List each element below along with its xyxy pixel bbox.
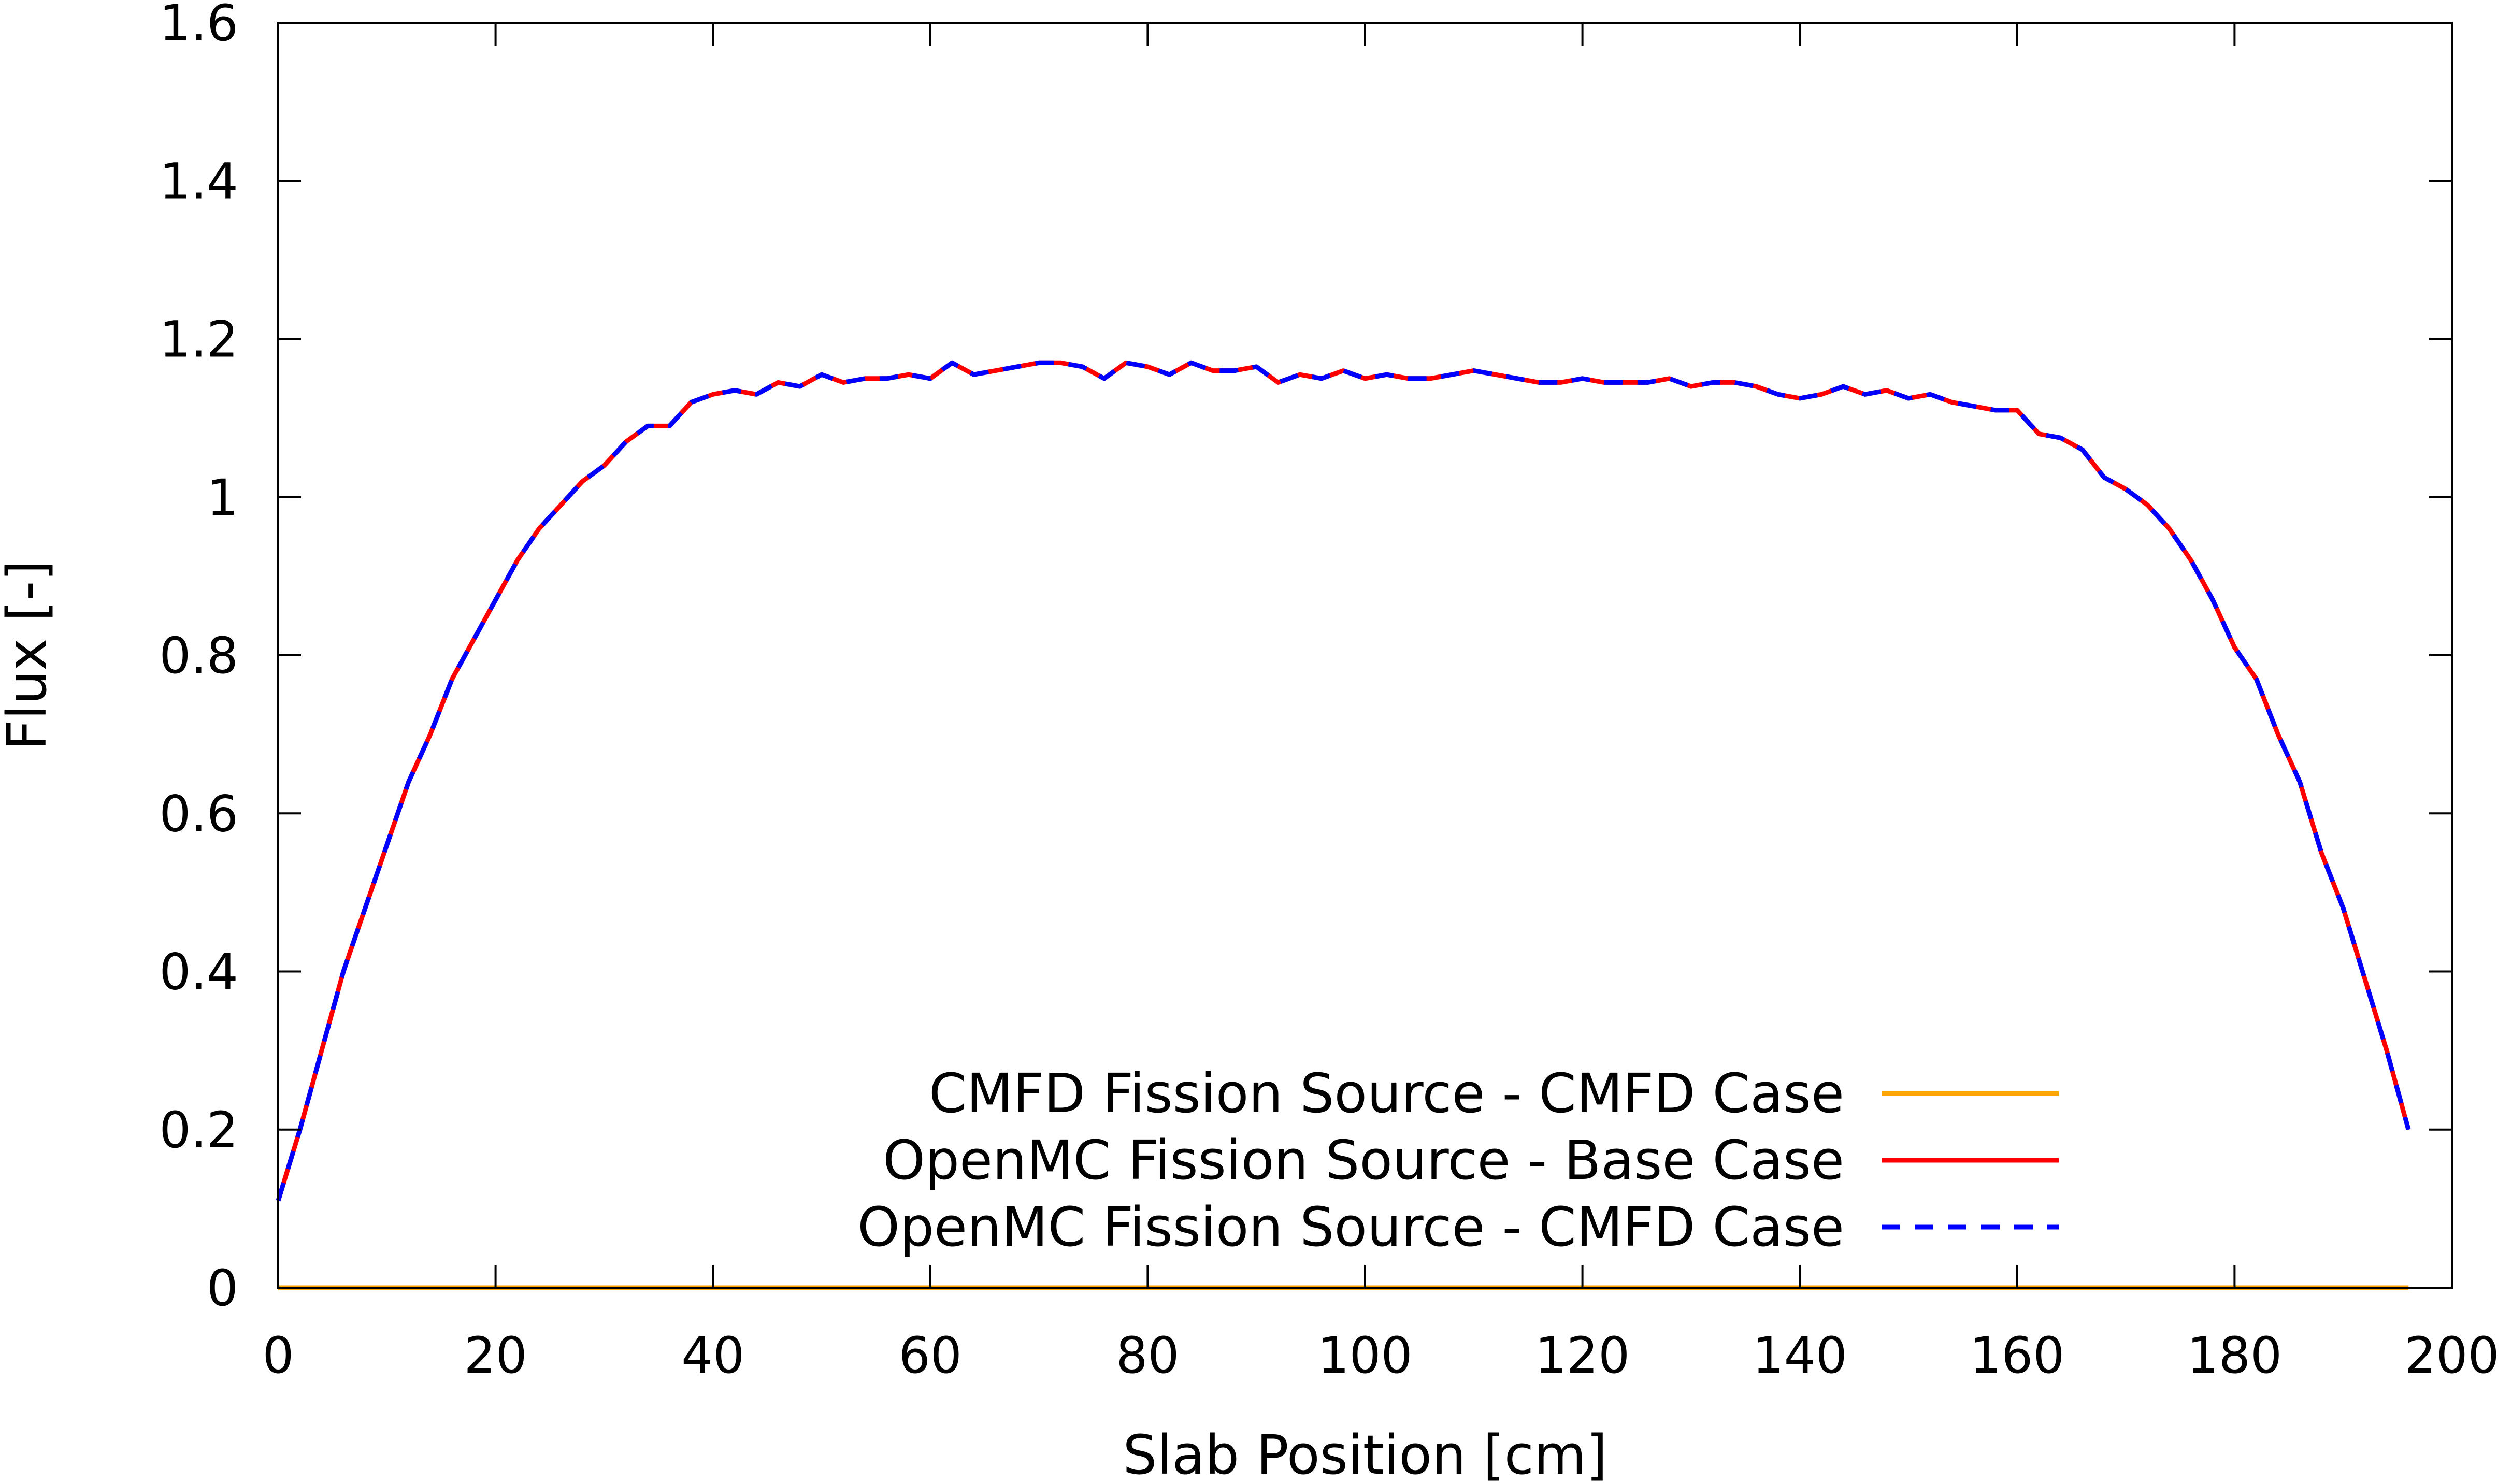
y-tick-label: 1.4 xyxy=(159,152,238,210)
y-tick-label: 1.6 xyxy=(159,0,238,52)
x-tick-label: 40 xyxy=(681,1327,744,1385)
legend-label: OpenMC Fission Source - Base Case xyxy=(883,1129,1844,1192)
x-tick-label: 20 xyxy=(464,1327,527,1385)
legend-label: OpenMC Fission Source - CMFD Case xyxy=(857,1195,1844,1259)
x-tick-label: 160 xyxy=(1970,1327,2064,1385)
plot-frame xyxy=(277,22,2453,1289)
legend-label: CMFD Fission Source - CMFD Case xyxy=(929,1062,1844,1125)
x-tick-label: 100 xyxy=(1317,1327,1412,1385)
ticks-layer: 0 20 40 60 80 100 120 140 160 180 200 0 0.2 0.4 0.6 0.8… xyxy=(159,0,2499,1385)
x-axis-label: Slab Position [cm] xyxy=(1123,1423,1607,1484)
x-tick-label: 60 xyxy=(899,1327,962,1385)
y-tick-label: 1 xyxy=(207,469,238,527)
y-tick-label: 0.8 xyxy=(159,627,238,685)
y-tick-label: 0.4 xyxy=(159,943,238,1001)
x-tick-label: 180 xyxy=(2187,1327,2282,1385)
x-tick-label: 140 xyxy=(1753,1327,1847,1385)
x-tick-label: 200 xyxy=(2404,1327,2499,1385)
y-axis-label: Flux [-] xyxy=(0,560,59,751)
y-tick-label: 0 xyxy=(207,1259,238,1317)
series-line-3 xyxy=(276,360,2411,1202)
x-tick-label: 120 xyxy=(1535,1327,1630,1385)
x-tick-label: 0 xyxy=(262,1327,294,1385)
y-tick-label: 0.2 xyxy=(159,1101,238,1159)
y-tick-label: 0.6 xyxy=(159,785,238,843)
y-tick-label: 1.2 xyxy=(159,311,238,369)
x-tick-label: 80 xyxy=(1116,1327,1179,1385)
